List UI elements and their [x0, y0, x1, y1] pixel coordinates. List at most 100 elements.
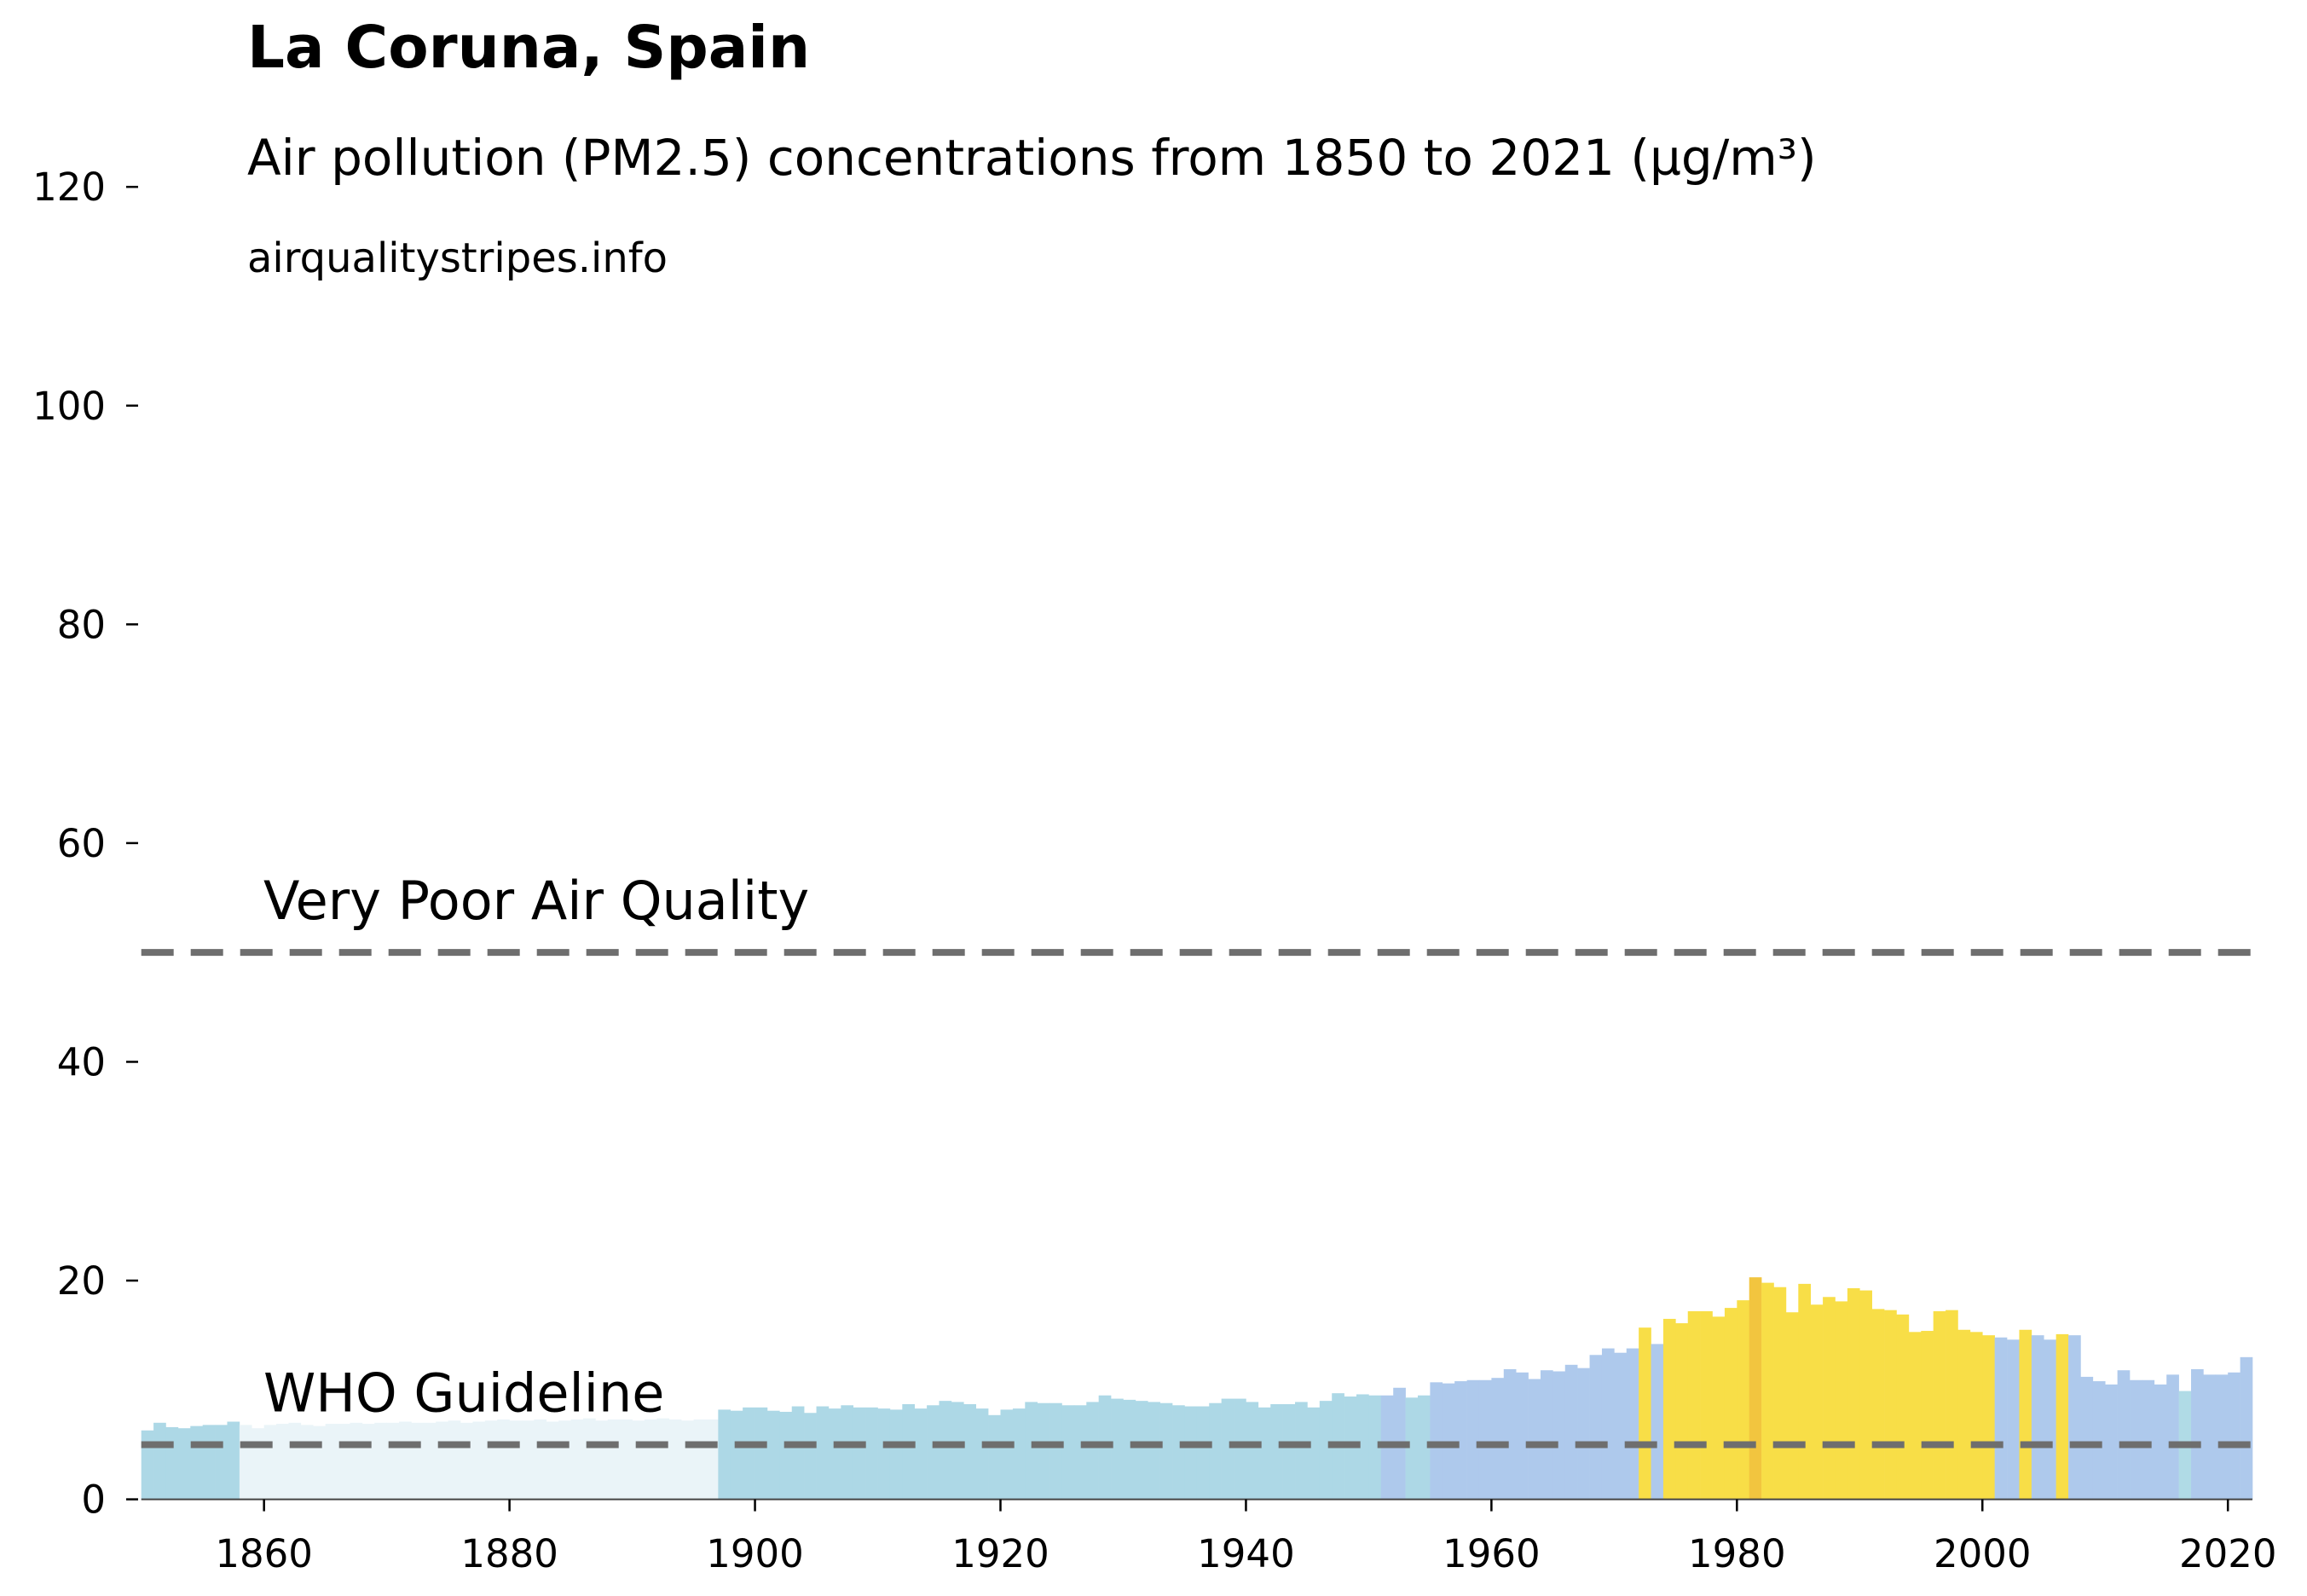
- bar: [730, 1410, 743, 1500]
- bar: [620, 1419, 633, 1500]
- bar: [1135, 1401, 1148, 1500]
- bar: [350, 1422, 363, 1500]
- x-tick-label: 1940: [1197, 1531, 1295, 1576]
- bar: [1946, 1310, 1958, 1500]
- bar: [177, 1428, 191, 1500]
- bar: [2130, 1379, 2142, 1500]
- x-tick-label: 1860: [215, 1531, 313, 1576]
- bar: [889, 1409, 903, 1500]
- bar: [546, 1421, 559, 1500]
- bar: [693, 1419, 707, 1500]
- bar: [865, 1407, 878, 1500]
- bar: [558, 1420, 571, 1500]
- bar: [1270, 1403, 1283, 1500]
- bar: [190, 1425, 203, 1500]
- y-tick-label: 60: [57, 821, 106, 866]
- bar: [853, 1407, 866, 1500]
- bar: [215, 1425, 228, 1500]
- bar: [902, 1403, 916, 1500]
- bar: [2007, 1339, 2020, 1500]
- bar: [963, 1403, 977, 1500]
- bar: [1000, 1409, 1014, 1500]
- x-tick-label: 1880: [460, 1531, 558, 1576]
- bar: [570, 1419, 584, 1500]
- bar: [411, 1422, 425, 1500]
- bar: [1639, 1327, 1651, 1500]
- bar: [791, 1406, 805, 1500]
- bar: [1491, 1378, 1505, 1500]
- bar: [1859, 1290, 1872, 1500]
- bar: [1823, 1297, 1836, 1500]
- bar: [1540, 1370, 1553, 1500]
- bar: [1454, 1381, 1467, 1500]
- reference-label: Very Poor Air Quality: [263, 870, 809, 932]
- bar: [2019, 1329, 2032, 1500]
- y-tick-label: 100: [32, 384, 106, 429]
- bar: [1356, 1394, 1369, 1500]
- bar: [1184, 1406, 1198, 1500]
- bar: [914, 1408, 928, 1500]
- bar: [1073, 1405, 1087, 1500]
- bar: [423, 1422, 437, 1500]
- bar: [1159, 1402, 1173, 1500]
- bar: [1552, 1371, 1566, 1500]
- bar: [1478, 1379, 1492, 1500]
- reference-label: WHO Guideline: [263, 1362, 664, 1424]
- bar: [1908, 1332, 1922, 1500]
- bar: [1773, 1287, 1787, 1500]
- bar: [2105, 1384, 2118, 1500]
- bar: [1601, 1348, 1615, 1500]
- bar: [2044, 1339, 2056, 1500]
- bar: [1246, 1402, 1259, 1500]
- bar: [448, 1420, 461, 1500]
- bar: [1871, 1309, 1885, 1500]
- bar: [1368, 1395, 1382, 1500]
- bar: [1626, 1348, 1639, 1500]
- bar: [1798, 1283, 1812, 1500]
- bar: [766, 1410, 780, 1500]
- bar: [1589, 1355, 1603, 1500]
- bar: [288, 1422, 302, 1500]
- bar: [1577, 1368, 1590, 1500]
- bar: [2117, 1370, 2131, 1500]
- bar: [595, 1420, 609, 1500]
- bar: [338, 1424, 350, 1500]
- bar: [1516, 1372, 1529, 1500]
- bar: [755, 1407, 768, 1500]
- bar: [484, 1420, 498, 1500]
- bar: [202, 1425, 216, 1500]
- bar: [1148, 1402, 1160, 1500]
- bar: [1466, 1379, 1480, 1500]
- x-tick-label: 1980: [1688, 1531, 1786, 1576]
- bar: [2240, 1356, 2253, 1500]
- bar: [1675, 1323, 1689, 1500]
- bar: [2142, 1379, 2155, 1500]
- bar: [1209, 1402, 1222, 1500]
- bar: [1295, 1402, 1308, 1500]
- bar: [252, 1428, 264, 1500]
- bar: [1307, 1407, 1321, 1500]
- bar: [1430, 1382, 1443, 1500]
- bar: [1503, 1368, 1517, 1500]
- bar: [828, 1408, 841, 1500]
- y-tick-label: 20: [57, 1258, 106, 1304]
- bar: [1749, 1277, 1762, 1500]
- bar: [1528, 1379, 1541, 1500]
- bar: [681, 1420, 694, 1500]
- bar: [227, 1421, 240, 1500]
- bar: [399, 1421, 412, 1500]
- y-tick-label: 80: [57, 602, 106, 647]
- bar: [1835, 1301, 1848, 1500]
- bar: [509, 1420, 523, 1500]
- bar: [374, 1422, 387, 1500]
- bar: [1724, 1308, 1737, 1500]
- bar: [2203, 1374, 2217, 1500]
- bar: [239, 1425, 252, 1500]
- bar: [668, 1419, 682, 1500]
- bar: [1221, 1398, 1234, 1500]
- bar: [1847, 1288, 1860, 1500]
- bar: [522, 1420, 535, 1500]
- bar: [1037, 1402, 1050, 1500]
- bar: [460, 1422, 473, 1500]
- bar: [582, 1418, 596, 1500]
